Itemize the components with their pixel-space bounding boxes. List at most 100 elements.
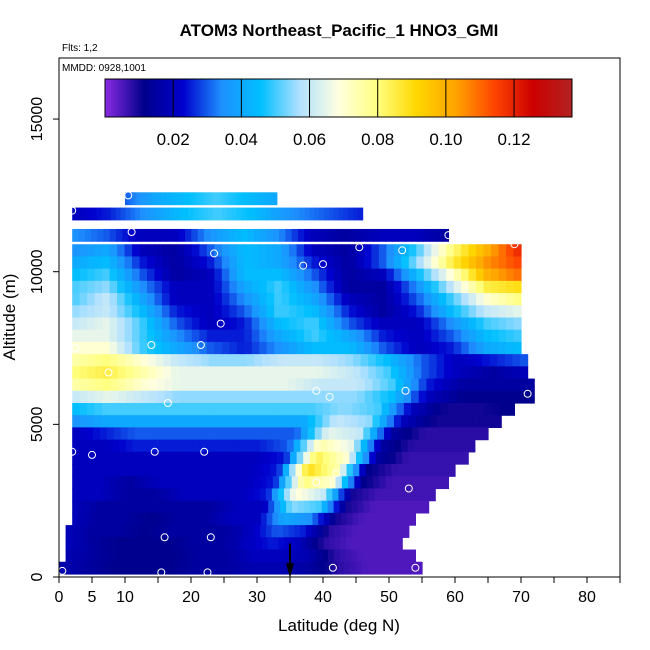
heatmap-cell — [257, 390, 266, 404]
heatmap-cell — [205, 549, 212, 563]
heatmap-cell — [398, 476, 406, 490]
heatmap-cell — [203, 228, 211, 242]
heatmap-cell — [124, 341, 133, 355]
sample-point — [312, 386, 321, 395]
heatmap-cell — [229, 415, 238, 428]
heatmap-cell — [367, 439, 375, 453]
heatmap-cell — [480, 378, 489, 392]
heatmap-cell — [169, 427, 177, 441]
heatmap-cell — [426, 390, 435, 404]
heatmap-cell — [357, 207, 364, 221]
heatmap-cell — [236, 305, 245, 319]
heatmap-cell — [359, 402, 368, 416]
heatmap-cell — [340, 439, 348, 453]
heatmap-cell — [384, 427, 392, 441]
heatmap-cell — [351, 525, 358, 538]
heatmap-cell — [277, 488, 285, 502]
heatmap-cell — [398, 488, 406, 502]
heatmap-cell — [138, 402, 147, 416]
heatmap-cell — [441, 439, 449, 453]
heatmap-cell — [214, 244, 223, 258]
heatmap-cell — [174, 525, 181, 538]
heatmap-cell — [175, 192, 179, 206]
heatmap-cell — [152, 512, 159, 526]
heatmap-cell — [192, 561, 199, 575]
heatmap-cell — [155, 366, 164, 380]
heatmap-cell — [131, 500, 139, 514]
heatmap-cell — [246, 354, 255, 367]
heatmap-cell — [191, 451, 199, 465]
heatmap-cell — [282, 464, 290, 477]
heatmap-cell — [145, 192, 149, 206]
heatmap-cell — [274, 500, 281, 514]
heatmap-cell — [155, 192, 159, 206]
heatmap-cell — [375, 451, 383, 465]
heatmap-cell — [396, 537, 403, 551]
heatmap-cell — [174, 464, 182, 477]
heatmap-cell — [261, 354, 271, 367]
heatmap-cell — [205, 537, 213, 551]
heatmap-cell — [132, 439, 140, 453]
heatmap-cell — [230, 451, 238, 465]
heatmap-cell — [503, 378, 512, 392]
heatmap-cell — [344, 488, 352, 502]
heatmap-cell — [379, 415, 388, 428]
heatmap-cell — [340, 525, 347, 538]
heatmap-cell — [360, 476, 368, 490]
heatmap-cell — [260, 512, 268, 526]
heatmap-cell — [497, 366, 506, 380]
heatmap-cell — [112, 512, 119, 526]
heatmap-cell — [116, 464, 124, 477]
heatmap-cell — [246, 366, 255, 380]
heatmap-cell — [395, 451, 403, 465]
heatmap-cell — [193, 207, 199, 221]
heatmap-cell — [266, 256, 275, 270]
heatmap-cell — [72, 415, 80, 428]
heatmap-cell — [281, 317, 290, 331]
heatmap-cell — [297, 500, 305, 514]
heatmap-cell — [491, 317, 500, 331]
heatmap-cell — [322, 366, 331, 380]
heatmap-cell — [358, 512, 365, 526]
heatmap-cell — [416, 341, 425, 355]
heatmap-cell — [228, 537, 235, 551]
heatmap-cell — [97, 476, 105, 490]
heatmap-cell — [286, 500, 293, 514]
heatmap-cell — [221, 244, 230, 258]
heatmap-cell — [314, 464, 322, 477]
heatmap-cell — [403, 390, 412, 404]
heatmap-cell — [79, 268, 88, 282]
heatmap-cell — [128, 525, 135, 538]
heatmap-cell — [162, 192, 167, 206]
heatmap-cell — [254, 192, 258, 206]
heatmap-cell — [111, 451, 119, 465]
heatmap-cell — [385, 537, 392, 551]
heatmap-cell — [100, 415, 109, 428]
heatmap-cell — [99, 537, 106, 551]
heatmap-cell — [327, 464, 335, 477]
heatmap-cell — [300, 439, 308, 453]
heatmap-cell — [323, 451, 331, 465]
sample-point — [150, 447, 159, 456]
heatmap-cell — [374, 439, 382, 453]
heatmap-cell — [161, 280, 171, 294]
heatmap-cell — [381, 500, 388, 514]
heatmap-cell — [188, 207, 194, 221]
heatmap-cell — [272, 476, 280, 490]
heatmap-cell — [109, 280, 118, 294]
heatmap-cell — [270, 207, 277, 221]
heatmap-cell — [140, 354, 149, 367]
heatmap-cell — [81, 207, 88, 221]
heatmap-cell — [225, 525, 233, 538]
heatmap-cell — [161, 293, 171, 306]
heatmap-cell — [371, 268, 380, 282]
heatmap-cell — [180, 192, 184, 206]
heatmap-cell — [236, 207, 243, 221]
heatmap-cell — [176, 293, 185, 306]
heatmap-cell — [169, 512, 176, 526]
heatmap-cell — [186, 439, 194, 453]
heatmap-cell — [87, 244, 96, 258]
heatmap-cell — [381, 402, 390, 416]
heatmap-cell — [155, 354, 164, 367]
heatmap-cell — [84, 464, 92, 477]
